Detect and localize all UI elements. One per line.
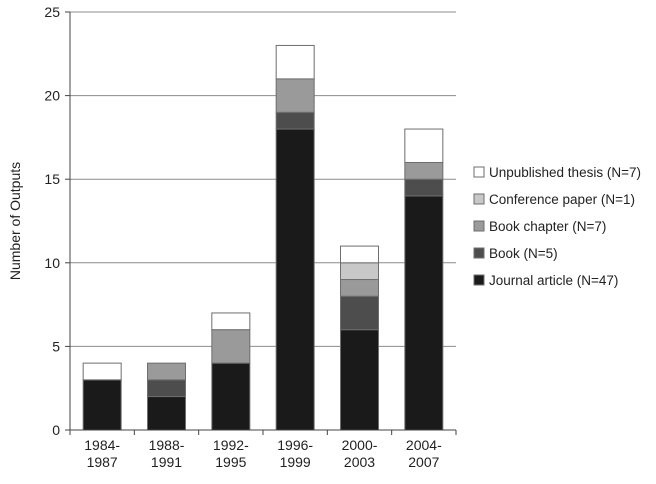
legend-swatch bbox=[473, 247, 485, 259]
bar-segment bbox=[340, 245, 379, 264]
bar-segment bbox=[404, 195, 444, 431]
x-axis: 1984-1987 1988-1991 1992-1995 1996-1999 2000… bbox=[69, 429, 457, 470]
y-tick-label: 5 bbox=[52, 338, 60, 354]
bar-segment bbox=[340, 295, 379, 331]
bars bbox=[82, 44, 444, 431]
y-tick-label: 25 bbox=[44, 4, 60, 20]
bar-segment bbox=[340, 262, 379, 281]
legend-label: Conference paper (N=1) bbox=[489, 192, 635, 207]
x-tick-label: 2000-2003 bbox=[342, 437, 378, 470]
bar-segment bbox=[147, 362, 186, 381]
bar-segment bbox=[147, 396, 186, 431]
x-tick-label: 1988-1991 bbox=[149, 437, 185, 470]
bar-segment bbox=[211, 329, 251, 364]
y-tick-label: 0 bbox=[52, 422, 60, 438]
bar-segment bbox=[211, 362, 251, 431]
legend-swatch bbox=[473, 274, 485, 286]
y-tick-label: 15 bbox=[44, 171, 60, 187]
gridlines bbox=[70, 11, 456, 347]
x-tick-label: 1996-1999 bbox=[277, 437, 313, 470]
bar-segment bbox=[211, 312, 251, 331]
bar-segment bbox=[340, 329, 379, 431]
bar-segment bbox=[404, 161, 444, 180]
y-tick-label: 10 bbox=[44, 255, 60, 271]
bar-segment bbox=[82, 362, 122, 381]
x-tick-label: 2004-2007 bbox=[406, 437, 442, 470]
bar-segment bbox=[147, 379, 186, 398]
x-tick-label: 1984-1987 bbox=[84, 437, 120, 470]
legend-label: Journal article (N=47) bbox=[489, 273, 618, 288]
legend-swatch bbox=[473, 166, 485, 178]
y-axis: 0 5 10 15 20 25 bbox=[44, 4, 71, 438]
bar-segment bbox=[275, 128, 315, 431]
legend-label: Unpublished thesis (N=7) bbox=[489, 165, 641, 180]
legend-label: Book (N=5) bbox=[489, 246, 558, 261]
legend-swatch bbox=[473, 220, 485, 232]
bar-segment bbox=[275, 44, 315, 80]
x-tick-label: 1992-1995 bbox=[213, 437, 249, 470]
bar-segment bbox=[340, 279, 379, 297]
bar-segment bbox=[404, 128, 444, 163]
bar-segment bbox=[275, 78, 315, 113]
bar-segment bbox=[275, 111, 315, 130]
legend-label: Book chapter (N=7) bbox=[489, 219, 606, 234]
y-axis-label: Number of Outputs bbox=[7, 162, 23, 280]
legend: Unpublished thesis (N=7) Conference paper… bbox=[473, 165, 641, 288]
bar-segment bbox=[82, 379, 122, 431]
y-tick-label: 20 bbox=[44, 88, 60, 104]
bar-segment bbox=[404, 178, 444, 197]
legend-swatch bbox=[473, 193, 485, 205]
